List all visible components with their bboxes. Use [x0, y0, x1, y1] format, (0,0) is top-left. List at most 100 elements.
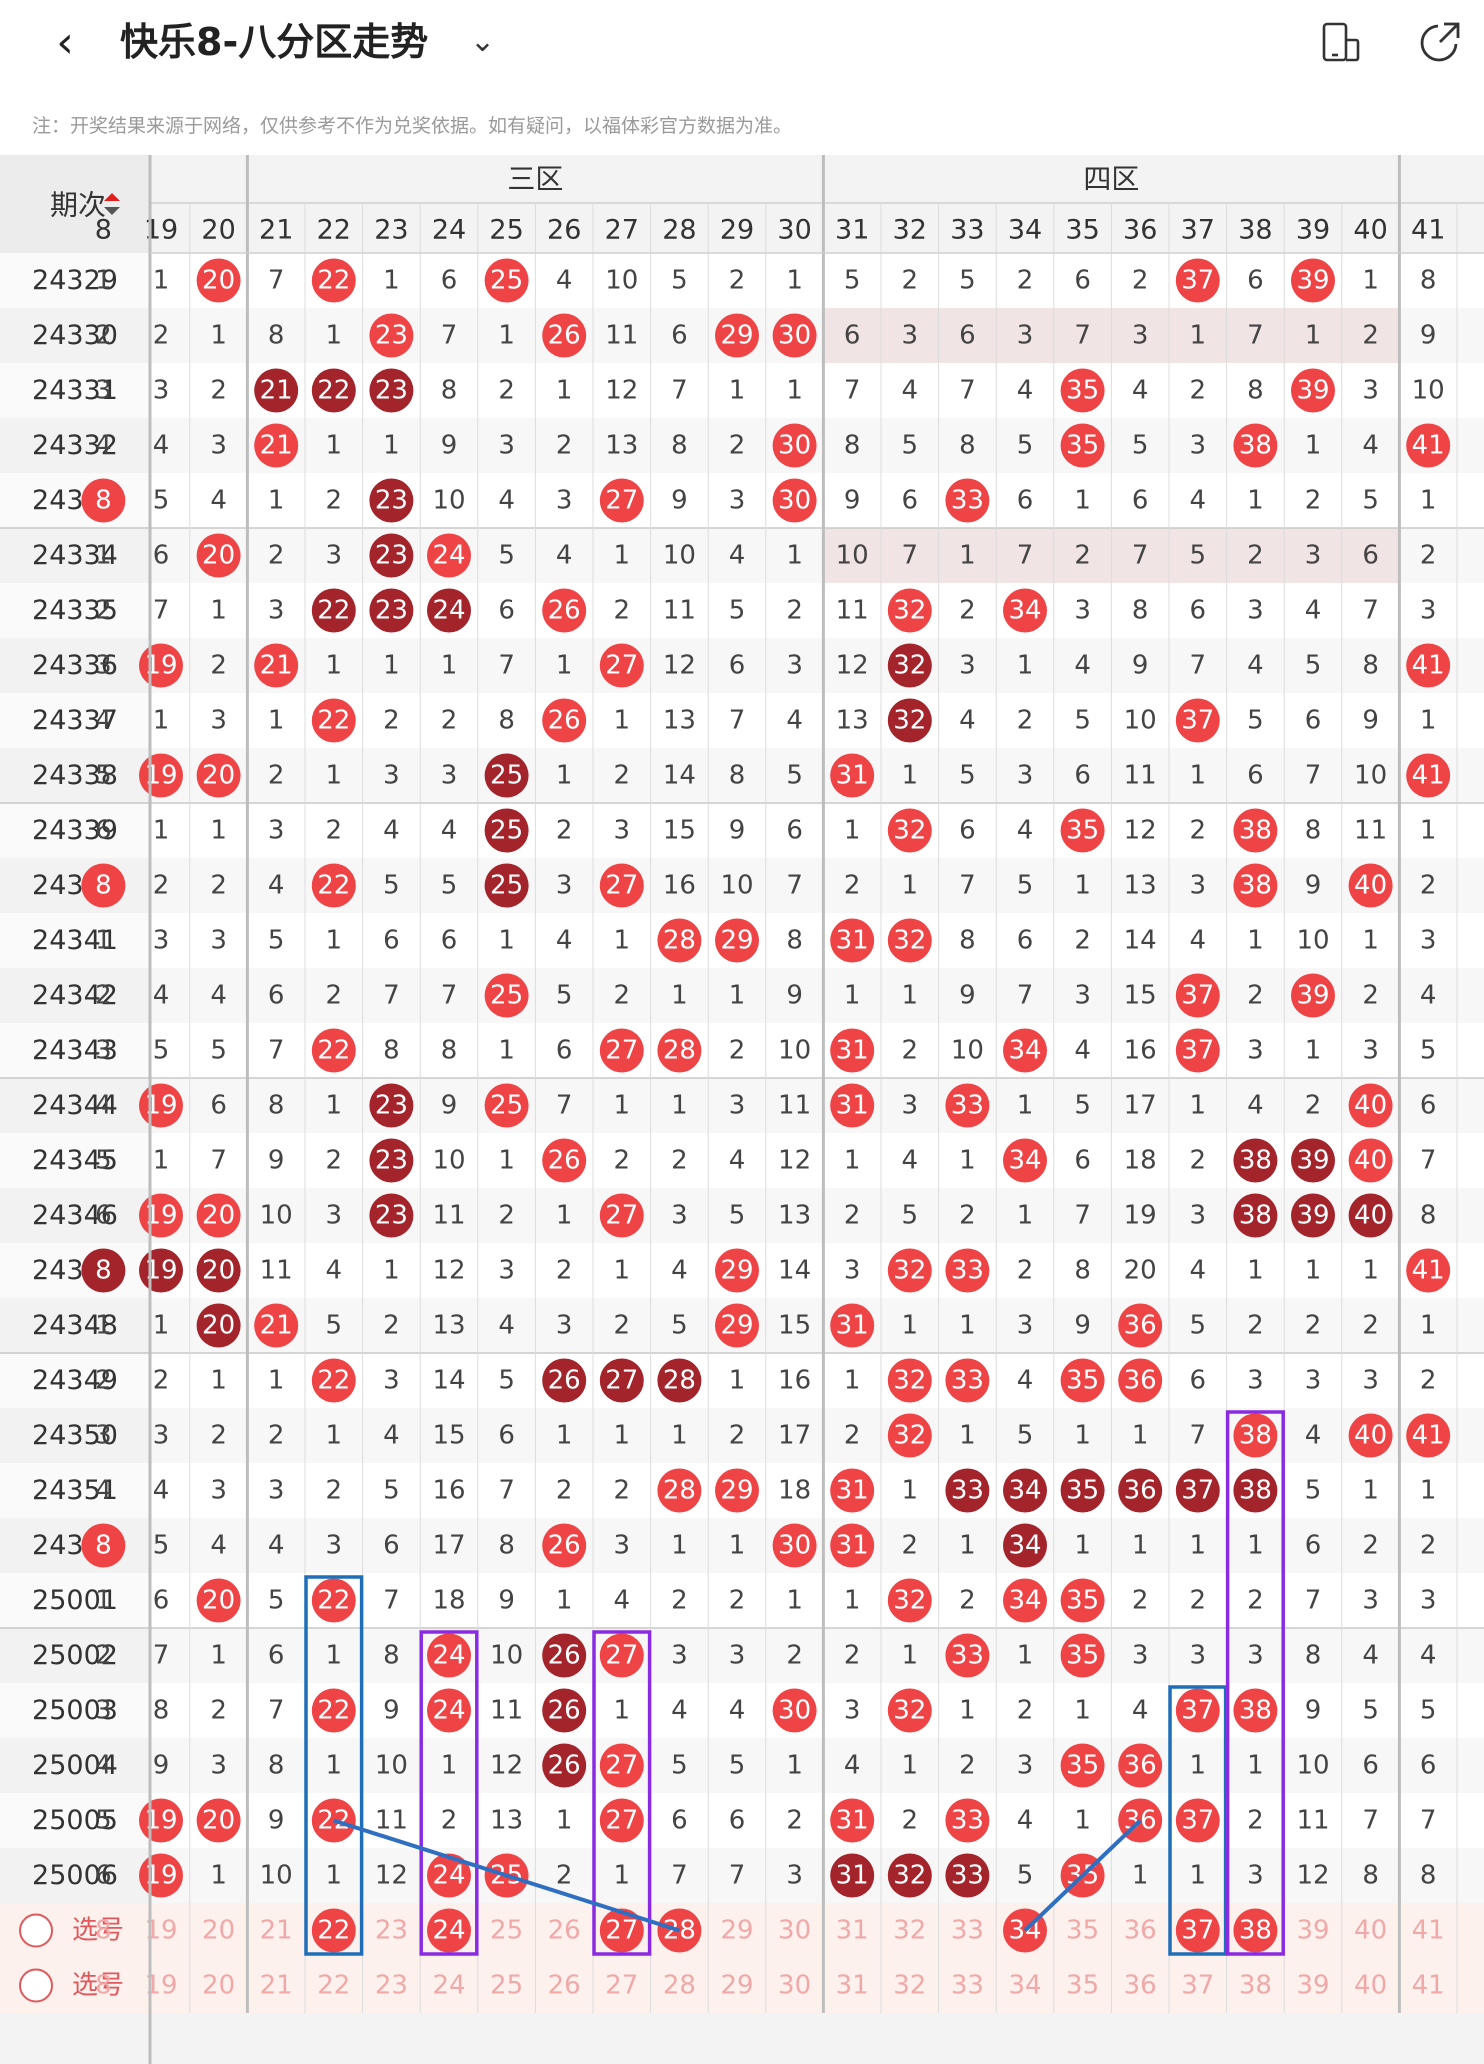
column-header: 32 [893, 215, 927, 246]
chevron-down-icon[interactable]: ⌄ [470, 24, 496, 59]
hit-ball-number: 33 [951, 486, 984, 516]
miss-count: 4 [498, 1311, 515, 1341]
hit-ball [484, 808, 529, 853]
phone-rotate-icon[interactable] [1322, 22, 1360, 62]
miss-count: 1 [1247, 1256, 1264, 1286]
miss-count: 1 [210, 816, 227, 846]
hit-ball [1175, 258, 1220, 303]
miss-count: 4 [556, 541, 573, 571]
miss-count: 2 [1305, 1311, 1322, 1341]
selectable-number: 41 [1412, 1916, 1445, 1946]
hit-ball [254, 423, 299, 468]
miss-count: 1 [556, 1201, 573, 1231]
select-radio[interactable] [19, 1913, 53, 1948]
miss-count: 3 [95, 376, 112, 406]
miss-count: 15 [663, 816, 696, 846]
hit-ball-number: 25 [490, 816, 523, 846]
sort-down-icon[interactable] [104, 207, 120, 215]
miss-count: 2 [844, 1421, 861, 1451]
miss-count: 6 [959, 321, 976, 351]
miss-count: 3 [959, 651, 976, 681]
miss-count: 3 [153, 376, 170, 406]
miss-count: 3 [1420, 926, 1437, 956]
miss-count: 3 [786, 1861, 803, 1891]
hit-ball-number: 39 [1296, 1146, 1329, 1176]
miss-count: 18 [778, 1476, 811, 1506]
miss-count: 8 [1074, 1256, 1091, 1286]
hit-ball [1003, 1578, 1047, 1623]
sort-up-icon[interactable] [104, 193, 120, 201]
hit-ball-number: 25 [490, 981, 523, 1011]
hit-ball [830, 1083, 875, 1128]
hit-ball-number: 35 [1066, 1751, 1099, 1781]
miss-count: 1 [1362, 1256, 1379, 1286]
miss-count: 9 [153, 1751, 170, 1781]
hit-ball [1060, 1633, 1105, 1678]
picked-ball[interactable] [1175, 1908, 1220, 1953]
miss-count: 4 [1362, 1641, 1379, 1671]
select-radio[interactable] [19, 1968, 53, 2003]
column-header-bg [150, 155, 1484, 253]
miss-count: 10 [375, 1751, 408, 1781]
miss-count: 8 [671, 431, 688, 461]
miss-count: 1 [210, 596, 227, 626]
hit-ball-number: 20 [202, 1256, 235, 1286]
miss-count: 11 [375, 1806, 408, 1836]
period-cell-bg [0, 1738, 150, 1793]
picked-ball[interactable] [599, 1908, 644, 1953]
miss-count: 7 [1017, 981, 1034, 1011]
miss-count: 4 [1017, 816, 1034, 846]
hit-ball-number: 20 [202, 1806, 235, 1836]
miss-count: 3 [729, 486, 746, 516]
miss-count: 2 [556, 816, 573, 846]
hit-ball [81, 1248, 126, 1293]
miss-count: 1 [1362, 266, 1379, 296]
miss-count: 6 [498, 1421, 515, 1451]
miss-count: 9 [1305, 1696, 1322, 1726]
picked-ball[interactable] [427, 1908, 471, 1953]
miss-count: 5 [95, 1806, 112, 1836]
hit-ball-number: 39 [1296, 266, 1329, 296]
miss-count: 1 [959, 1421, 976, 1451]
miss-count: 2 [729, 431, 746, 461]
period-cell-bg [0, 1353, 150, 1408]
miss-count: 5 [671, 1751, 688, 1781]
hit-ball [1118, 1743, 1163, 1788]
back-chevron-left-icon[interactable]: ‹ [56, 17, 74, 68]
picked-ball[interactable] [311, 1908, 356, 1953]
selectable-number: 34 [1008, 1971, 1041, 2001]
period-label: 24349 [32, 1365, 118, 1396]
miss-count: 7 [1074, 1201, 1091, 1231]
miss-count: 1 [95, 926, 112, 956]
selectable-number: 23 [375, 1916, 408, 1946]
miss-count: 10 [432, 486, 465, 516]
hit-ball-number: 35 [1066, 816, 1099, 846]
share-icon[interactable] [1418, 20, 1462, 64]
hit-ball [427, 1688, 471, 1733]
miss-count: 5 [729, 1751, 746, 1781]
miss-count: 9 [1362, 706, 1379, 736]
miss-count: 1 [326, 1861, 343, 1891]
miss-count: 1 [1132, 1531, 1149, 1561]
trend-table[interactable]: 期次三区三区四区四区819202122232425262728293031323… [0, 155, 1484, 2064]
miss-count: 7 [498, 651, 515, 681]
miss-count: 1 [844, 1586, 861, 1616]
hit-ball-number: 32 [893, 1421, 926, 1451]
miss-count: 1 [1420, 1311, 1437, 1341]
hit-ball-number: 38 [1239, 816, 1272, 846]
selectable-number: 29 [720, 1971, 753, 2001]
hit-ball-number: 35 [1066, 376, 1099, 406]
hit-ball [1060, 1468, 1105, 1513]
miss-count: 6 [1190, 1366, 1207, 1396]
miss-count: 1 [902, 1476, 919, 1506]
miss-count: 14 [778, 1256, 811, 1286]
miss-count: 1 [959, 1696, 976, 1726]
hit-ball-number: 38 [1239, 1421, 1272, 1451]
miss-count: 10 [1296, 1751, 1329, 1781]
picked-ball[interactable] [1233, 1908, 1278, 1953]
miss-count: 2 [786, 1806, 803, 1836]
miss-count: 5 [902, 1201, 919, 1231]
miss-count: 5 [959, 761, 976, 791]
page-title[interactable]: 快乐8-八分区走势 [120, 20, 429, 64]
miss-count: 3 [210, 926, 227, 956]
